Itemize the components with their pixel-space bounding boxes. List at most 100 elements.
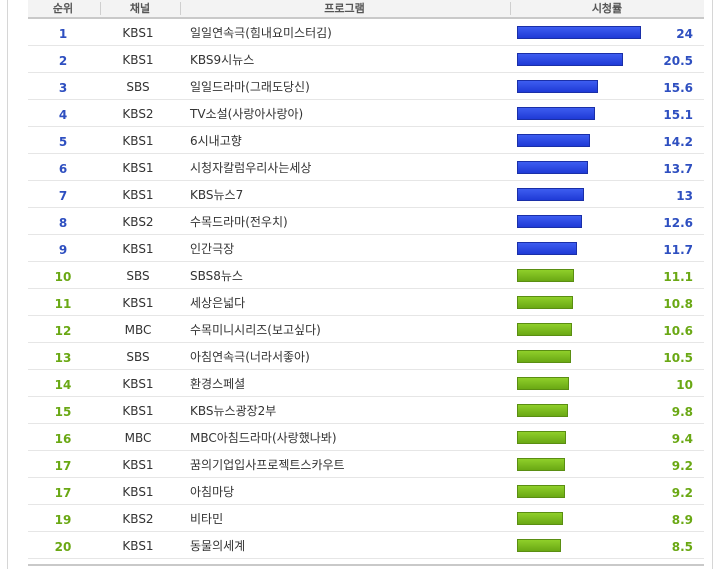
rank-cell: 16 bbox=[54, 432, 72, 446]
ratings-panel: 순위 채널 프로그램 시청률 1 KBS1 일일연속극(힘내요미스터김) 24 2 KBS… bbox=[7, 0, 713, 569]
rating-bar bbox=[517, 161, 588, 174]
channel-cell: KBS1 bbox=[122, 296, 154, 310]
channel-cell: KBS1 bbox=[122, 377, 154, 391]
table-row: 20 KBS1 동물의세계 8.5 bbox=[28, 532, 704, 559]
rating-value: 9.2 bbox=[671, 486, 693, 500]
channel-cell: KBS1 bbox=[122, 188, 154, 202]
program-cell: 시청자칼럼우리사는세상 bbox=[190, 161, 312, 175]
table-row: 17 KBS1 아침마당 9.2 bbox=[28, 478, 704, 505]
rating-value: 8.9 bbox=[671, 513, 693, 527]
channel-cell: KBS1 bbox=[122, 26, 154, 40]
rating-bar bbox=[517, 485, 565, 498]
table-row: 6 KBS1 시청자칼럼우리사는세상 13.7 bbox=[28, 154, 704, 181]
rating-value: 10.5 bbox=[663, 351, 693, 365]
rating-value: 20.5 bbox=[663, 54, 693, 68]
channel-cell: KBS1 bbox=[122, 53, 154, 67]
program-cell: 환경스페셜 bbox=[190, 377, 246, 391]
rank-cell: 17 bbox=[54, 486, 72, 500]
rating-bar bbox=[517, 215, 582, 228]
program-cell: 세상은넓다 bbox=[190, 296, 246, 310]
table-row: 14 KBS1 환경스페셜 10 bbox=[28, 370, 704, 397]
rating-bar bbox=[517, 242, 577, 255]
table-row: 3 SBS 일일드라마(그래도당신) 15.6 bbox=[28, 73, 704, 100]
rating-bar bbox=[517, 512, 563, 525]
channel-cell: KBS1 bbox=[122, 539, 154, 553]
rank-cell: 15 bbox=[54, 405, 72, 419]
program-cell: MBC아침드라마(사랑했나봐) bbox=[190, 431, 337, 445]
channel-cell: KBS1 bbox=[122, 485, 154, 499]
table-row: 7 KBS1 KBS뉴스7 13 bbox=[28, 181, 704, 208]
rank-cell: 13 bbox=[54, 351, 72, 365]
rating-value: 8.5 bbox=[671, 540, 693, 554]
program-cell: 수목미니시리즈(보고싶다) bbox=[190, 323, 321, 337]
rank-cell: 19 bbox=[54, 513, 72, 527]
rank-cell: 4 bbox=[58, 108, 68, 122]
rating-bar bbox=[517, 350, 571, 363]
rating-bar bbox=[517, 323, 572, 336]
table-row: 2 KBS1 KBS9시뉴스 20.5 bbox=[28, 46, 704, 73]
program-cell: 동물의세계 bbox=[190, 539, 246, 553]
rank-cell: 14 bbox=[54, 378, 72, 392]
header-program: 프로그램 bbox=[324, 2, 365, 15]
table-row: 8 KBS2 수목드라마(전우치) 12.6 bbox=[28, 208, 704, 235]
table-row: 15 KBS1 KBS뉴스광장2부 9.8 bbox=[28, 397, 704, 424]
rating-bar bbox=[517, 80, 598, 93]
rating-bar bbox=[517, 269, 574, 282]
rank-cell: 6 bbox=[58, 162, 68, 176]
program-cell: KBS뉴스광장2부 bbox=[190, 404, 277, 418]
program-cell: KBS뉴스7 bbox=[190, 188, 244, 202]
program-cell: 꿈의기업입사프로젝트스카우트 bbox=[190, 458, 345, 472]
rating-bar bbox=[517, 404, 568, 417]
rank-cell: 11 bbox=[54, 297, 72, 311]
program-cell: 아침연속극(너라서좋아) bbox=[190, 350, 310, 364]
rating-bar bbox=[517, 134, 590, 147]
channel-cell: KBS1 bbox=[122, 404, 154, 418]
ratings-table-body: 1 KBS1 일일연속극(힘내요미스터김) 24 2 KBS1 KBS9시뉴스 20.5 3 SB… bbox=[28, 19, 704, 559]
header-channel: 채널 bbox=[129, 2, 151, 15]
rating-bar bbox=[517, 296, 573, 309]
rating-value: 9.8 bbox=[671, 405, 693, 419]
table-header: 순위 채널 프로그램 시청률 bbox=[28, 0, 704, 19]
channel-cell: KBS2 bbox=[122, 512, 154, 526]
rating-value: 11.7 bbox=[663, 243, 693, 257]
rating-bar bbox=[517, 539, 561, 552]
rating-value: 13 bbox=[676, 189, 693, 203]
channel-cell: SBS bbox=[126, 269, 150, 283]
rating-value: 10.6 bbox=[663, 324, 693, 338]
table-row: 16 MBC MBC아침드라마(사랑했나봐) 9.4 bbox=[28, 424, 704, 451]
rating-value: 9.4 bbox=[671, 432, 693, 446]
rating-value: 9.2 bbox=[671, 459, 693, 473]
rating-value: 12.6 bbox=[663, 216, 693, 230]
rank-cell: 8 bbox=[58, 216, 68, 230]
table-bottom-border bbox=[28, 564, 704, 566]
rating-bar bbox=[517, 53, 623, 66]
channel-cell: KBS1 bbox=[122, 134, 154, 148]
table-row: 5 KBS1 6시내고향 14.2 bbox=[28, 127, 704, 154]
channel-cell: KBS2 bbox=[122, 215, 154, 229]
rating-value: 10.8 bbox=[663, 297, 693, 311]
header-divider bbox=[510, 2, 511, 15]
table-row: 19 KBS2 비타민 8.9 bbox=[28, 505, 704, 532]
channel-cell: MBC bbox=[124, 323, 152, 337]
header-rating: 시청률 bbox=[591, 2, 623, 15]
channel-cell: KBS1 bbox=[122, 161, 154, 175]
rating-bar bbox=[517, 377, 569, 390]
table-row: 10 SBS SBS8뉴스 11.1 bbox=[28, 262, 704, 289]
table-row: 17 KBS1 꿈의기업입사프로젝트스카우트 9.2 bbox=[28, 451, 704, 478]
rating-value: 14.2 bbox=[663, 135, 693, 149]
program-cell: 비타민 bbox=[190, 512, 224, 526]
rating-bar bbox=[517, 431, 566, 444]
rating-value: 15.1 bbox=[663, 108, 693, 122]
channel-cell: KBS1 bbox=[122, 458, 154, 472]
table-row: 1 KBS1 일일연속극(힘내요미스터김) 24 bbox=[28, 19, 704, 46]
rank-cell: 2 bbox=[58, 54, 68, 68]
program-cell: SBS8뉴스 bbox=[190, 269, 243, 283]
program-cell: 수목드라마(전우치) bbox=[190, 215, 288, 229]
rank-cell: 7 bbox=[58, 189, 68, 203]
table-row: 12 MBC 수목미니시리즈(보고싶다) 10.6 bbox=[28, 316, 704, 343]
rank-cell: 17 bbox=[54, 459, 72, 473]
channel-cell: SBS bbox=[126, 350, 150, 364]
program-cell: TV소설(사랑아사랑아) bbox=[190, 107, 304, 121]
rank-cell: 20 bbox=[54, 540, 72, 554]
rank-cell: 1 bbox=[58, 27, 68, 41]
